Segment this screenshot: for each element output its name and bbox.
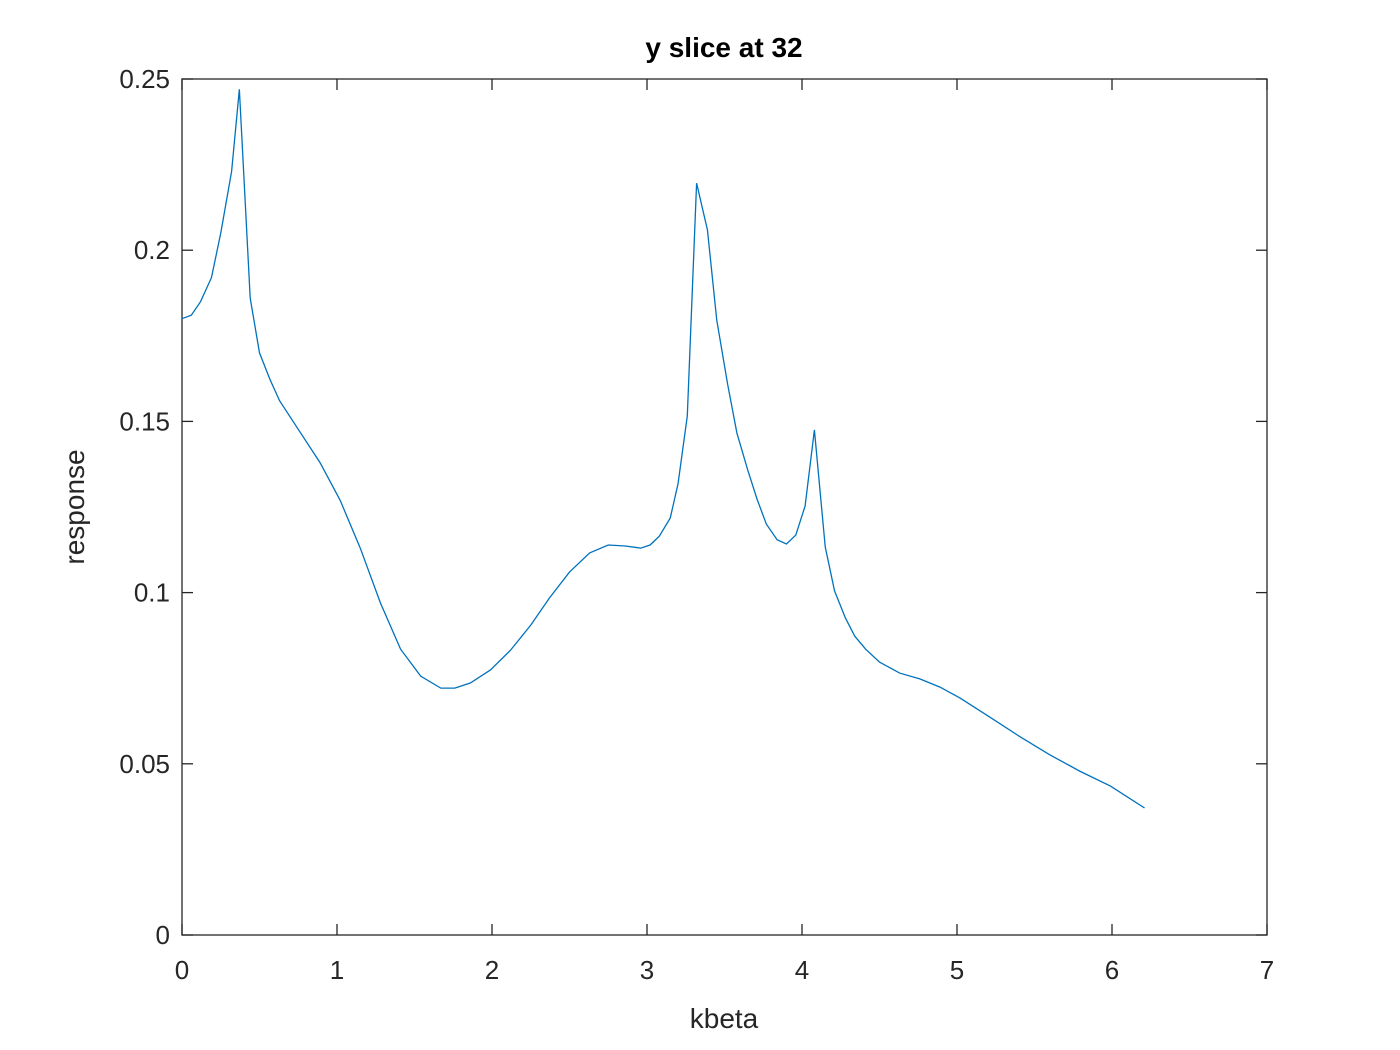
x-tick-label: 3: [640, 955, 654, 985]
y-tick-label: 0.15: [119, 406, 170, 436]
x-tick-label: 5: [950, 955, 964, 985]
y-tick-label: 0.25: [119, 64, 170, 94]
y-tick-label: 0.1: [134, 578, 170, 608]
x-tick-label: 1: [330, 955, 344, 985]
x-tick-label: 0: [175, 955, 189, 985]
x-tick-label: 4: [795, 955, 809, 985]
x-tick-label: 7: [1260, 955, 1274, 985]
axes-box: [181, 78, 1268, 936]
y-tick-label: 0.2: [134, 235, 170, 265]
x-axis-label: kbeta: [690, 1003, 759, 1034]
chart-title: y slice at 32: [645, 32, 802, 63]
y-tick-label: 0: [156, 920, 170, 950]
y-tick-label: 0.05: [119, 749, 170, 779]
data-line: [181, 89, 1145, 809]
x-tick-label: 6: [1105, 955, 1119, 985]
x-tick-label: 2: [485, 955, 499, 985]
y-axis-label: response: [59, 449, 90, 564]
